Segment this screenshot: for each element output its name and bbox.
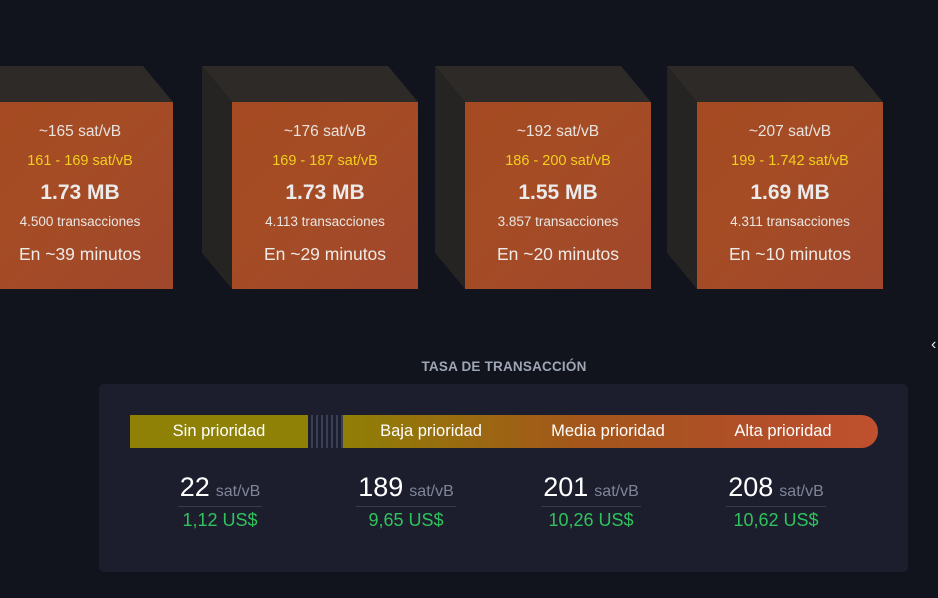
block-tx-count: 3.857 transacciones	[497, 214, 619, 229]
mempool-block-4[interactable]: ~207 sat/vB 199 - 1.742 sat/vB 1.69 MB 4…	[667, 66, 883, 289]
block-top	[667, 66, 883, 102]
block-eta: En ~20 minutos	[496, 244, 620, 264]
priority-bar-paid: Baja prioridad Media prioridad Alta prio…	[343, 415, 878, 448]
fee-fiat-value: 1,12 US$	[182, 510, 258, 530]
block-size: 1.73 MB	[40, 181, 120, 204]
block-fee-range: 186 - 200 sat/vB	[505, 153, 611, 169]
block-fee-range: 199 - 1.742 sat/vB	[731, 153, 849, 169]
mempool-block-2[interactable]: ~176 sat/vB 169 - 187 sat/vB 1.73 MB 4.1…	[202, 66, 418, 289]
fee-rate-value: 208	[728, 472, 774, 502]
priority-bar-separator	[308, 415, 343, 448]
block-fee-range: 161 - 169 sat/vB	[27, 153, 133, 169]
block-face: ~176 sat/vB 169 - 187 sat/vB 1.73 MB 4.1…	[232, 102, 418, 289]
fee-fiat-value: 10,26 US$	[548, 510, 634, 530]
fee-column-high: 208 sat/vB 10,62 US$	[696, 472, 856, 531]
mempool-block-3[interactable]: ~192 sat/vB 186 - 200 sat/vB 1.55 MB 3.8…	[435, 66, 651, 289]
block-fee-range: 169 - 187 sat/vB	[272, 153, 378, 169]
block-face: ~207 sat/vB 199 - 1.742 sat/vB 1.69 MB 4…	[697, 102, 883, 289]
fee-rate-unit: sat/vB	[409, 483, 454, 500]
block-eta: En ~39 minutos	[18, 244, 142, 264]
block-top	[202, 66, 418, 102]
mempool-block-1[interactable]: ~165 sat/vB 161 - 169 sat/vB 1.73 MB 4.5…	[0, 66, 173, 289]
block-top	[0, 66, 173, 102]
block-size: 1.55 MB	[518, 181, 598, 204]
block-tx-count: 4.113 transacciones	[265, 214, 385, 229]
block-size: 1.73 MB	[285, 181, 365, 204]
block-eta: En ~29 minutos	[263, 244, 387, 264]
fee-column-medium: 201 sat/vB 10,26 US$	[511, 472, 671, 531]
fee-rate: 22 sat/vB	[177, 472, 263, 507]
block-side	[202, 66, 232, 289]
block-face: ~165 sat/vB 161 - 169 sat/vB 1.73 MB 4.5…	[0, 102, 173, 289]
block-median-fee: ~176 sat/vB	[283, 123, 367, 140]
block-median-fee: ~207 sat/vB	[748, 123, 832, 140]
priority-bar-none: Sin prioridad	[130, 415, 308, 448]
block-face: ~192 sat/vB 186 - 200 sat/vB 1.55 MB 3.8…	[465, 102, 651, 289]
fee-fiat-value: 9,65 US$	[368, 510, 444, 530]
block-median-fee: ~165 sat/vB	[38, 123, 122, 140]
fee-column-low: 189 sat/vB 9,65 US$	[326, 472, 486, 531]
fee-fiat-value: 10,62 US$	[733, 510, 819, 530]
priority-label-medium: Media prioridad	[551, 422, 665, 440]
block-size: 1.69 MB	[750, 181, 830, 204]
priority-label-low: Baja prioridad	[380, 422, 482, 440]
block-top	[435, 66, 651, 102]
block-eta: En ~10 minutos	[728, 244, 852, 264]
fees-section-title: TASA DE TRANSACCIÓN	[421, 359, 587, 374]
fee-rate: 189 sat/vB	[356, 472, 456, 507]
block-tx-count: 4.500 transacciones	[19, 214, 141, 229]
block-median-fee: ~192 sat/vB	[516, 123, 600, 140]
block-tx-count: 4.311 transacciones	[730, 214, 850, 229]
fee-rate-unit: sat/vB	[779, 483, 824, 500]
fee-rate-unit: sat/vB	[594, 483, 639, 500]
fee-card: Sin prioridad Baja prioridad Media prior…	[99, 384, 908, 572]
fee-rate: 208 sat/vB	[726, 472, 826, 507]
priority-label-high: Alta prioridad	[734, 422, 832, 440]
edge-arrow-icon[interactable]: ‹	[931, 336, 937, 353]
fee-rate-value: 189	[358, 472, 404, 502]
fee-rate-unit: sat/vB	[215, 483, 261, 500]
priority-label-none: Sin prioridad	[172, 422, 266, 440]
fee-rate: 201 sat/vB	[541, 472, 641, 507]
fee-column-none: 22 sat/vB 1,12 US$	[140, 472, 300, 531]
block-side	[667, 66, 697, 289]
block-side	[435, 66, 465, 289]
fee-rate-value: 201	[543, 472, 589, 502]
fee-rate-value: 22	[179, 472, 210, 502]
